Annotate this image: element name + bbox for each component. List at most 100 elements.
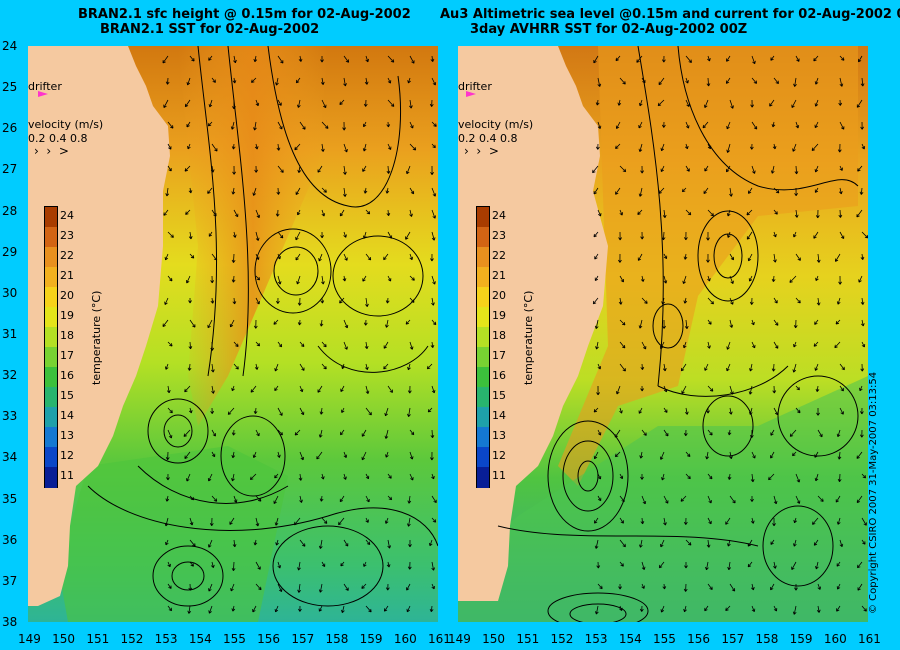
colorbar-tick-label: 24 <box>60 209 74 222</box>
velocity-arrow <box>184 385 191 393</box>
velocity-arrow <box>255 275 261 281</box>
velocity-arrow <box>299 407 305 416</box>
velocity-arrow <box>811 143 819 151</box>
velocity-arrow <box>814 121 819 129</box>
velocity-arrow <box>275 539 279 546</box>
velocity-arrow <box>164 363 169 370</box>
velocity-arrow <box>409 209 413 217</box>
velocity-arrow <box>751 451 756 459</box>
velocity-arrow <box>409 473 414 481</box>
velocity-arrow <box>685 451 691 458</box>
lon-tick-label: 151 <box>516 632 540 646</box>
velocity-arrow <box>727 429 732 436</box>
colorbar-tick-label: 23 <box>60 229 74 242</box>
velocity-arrow <box>185 209 191 215</box>
colorbar-swatch <box>45 267 57 288</box>
velocity-arrow <box>338 517 345 526</box>
velocity-arrow <box>165 495 170 502</box>
velocity-arrow <box>749 407 753 415</box>
velocity-arrow <box>409 55 415 64</box>
velocity-arrow <box>431 187 437 197</box>
velocity-arrow <box>408 539 412 548</box>
velocity-arrow <box>365 517 369 523</box>
velocity-arrow <box>707 341 711 349</box>
velocity-arrow <box>837 473 842 482</box>
velocity-arrow <box>431 583 435 590</box>
velocity-arrow <box>295 253 301 261</box>
colorbar-swatch <box>477 307 489 328</box>
velocity-arrow <box>430 341 435 349</box>
velocity-arrow <box>706 253 710 263</box>
velocity-arrow <box>431 385 436 394</box>
velocity-arrow <box>343 451 348 458</box>
velocity-arrow <box>729 297 734 305</box>
velocity-arrow <box>296 209 301 216</box>
velocity-arrow <box>618 253 622 263</box>
velocity-arrow <box>273 319 279 325</box>
lon-tick-label: 159 <box>359 632 383 646</box>
velocity-arrow <box>167 407 173 414</box>
velocity-arrow <box>277 451 281 458</box>
velocity-arrow <box>211 495 218 502</box>
lon-tick-label: 159 <box>789 632 813 646</box>
colorbar-tick-label: 19 <box>492 309 506 322</box>
velocity-arrow <box>838 209 843 218</box>
velocity-arrow <box>297 319 302 326</box>
velocity-arrow <box>339 209 345 217</box>
velocity-arrow <box>793 319 798 329</box>
velocity-arrow <box>431 77 437 86</box>
lon-tick-label: 161 <box>428 632 451 646</box>
velocity-arrow <box>383 341 389 349</box>
velocity-arrow <box>640 517 645 525</box>
left-colorbar <box>44 206 58 488</box>
velocity-arrow <box>725 165 731 173</box>
velocity-arrow <box>729 187 733 197</box>
velocity-arrow <box>405 319 411 325</box>
velocity-arrow <box>339 297 345 304</box>
velocity-arrow <box>211 429 216 437</box>
velocity-arrow <box>252 451 257 459</box>
velocity-arrow <box>749 143 754 150</box>
velocity-arrow <box>405 165 411 175</box>
velocity-arrow <box>253 319 258 329</box>
velocity-arrow <box>707 275 711 282</box>
velocity-arrow <box>317 165 323 173</box>
colorbar-tick-label: 14 <box>60 409 74 422</box>
velocity-arrow <box>211 77 216 83</box>
velocity-arrow <box>230 583 235 592</box>
velocity-arrow <box>680 495 687 502</box>
velocity-arrow <box>726 341 731 350</box>
velocity-arrow <box>188 187 193 194</box>
velocity-arrow <box>839 407 844 415</box>
velocity-arrow <box>618 297 623 305</box>
velocity-arrow <box>211 253 218 261</box>
velocity-arrow <box>835 253 841 262</box>
velocity-arrow <box>233 495 238 503</box>
velocity-arrow <box>662 583 667 590</box>
velocity-arrow <box>210 407 215 414</box>
velocity-arrow <box>188 341 193 350</box>
velocity-arrow <box>813 341 819 347</box>
velocity-arrow <box>406 583 411 591</box>
velocity-arrow <box>409 429 415 436</box>
velocity-arrow <box>184 451 191 459</box>
velocity-arrow <box>619 275 624 283</box>
colorbar-tick-label: 18 <box>492 329 506 342</box>
velocity-arrow <box>387 55 395 63</box>
velocity-arrow <box>751 583 755 591</box>
velocity-arrow <box>386 121 391 128</box>
velocity-arrow <box>773 495 778 505</box>
velocity-arrow <box>662 319 666 329</box>
velocity-arrow <box>860 297 865 305</box>
velocity-arrow <box>859 187 864 195</box>
velocity-arrow <box>660 539 665 548</box>
velocity-arrow <box>229 319 235 328</box>
colorbar-swatch <box>477 367 489 388</box>
velocity-arrow <box>751 55 756 65</box>
velocity-arrow <box>835 319 841 325</box>
velocity-arrow <box>856 495 863 504</box>
velocity-arrow <box>639 539 643 548</box>
velocity-arrow <box>431 275 436 285</box>
velocity-arrow <box>187 363 192 371</box>
colorbar-swatch <box>45 227 57 248</box>
